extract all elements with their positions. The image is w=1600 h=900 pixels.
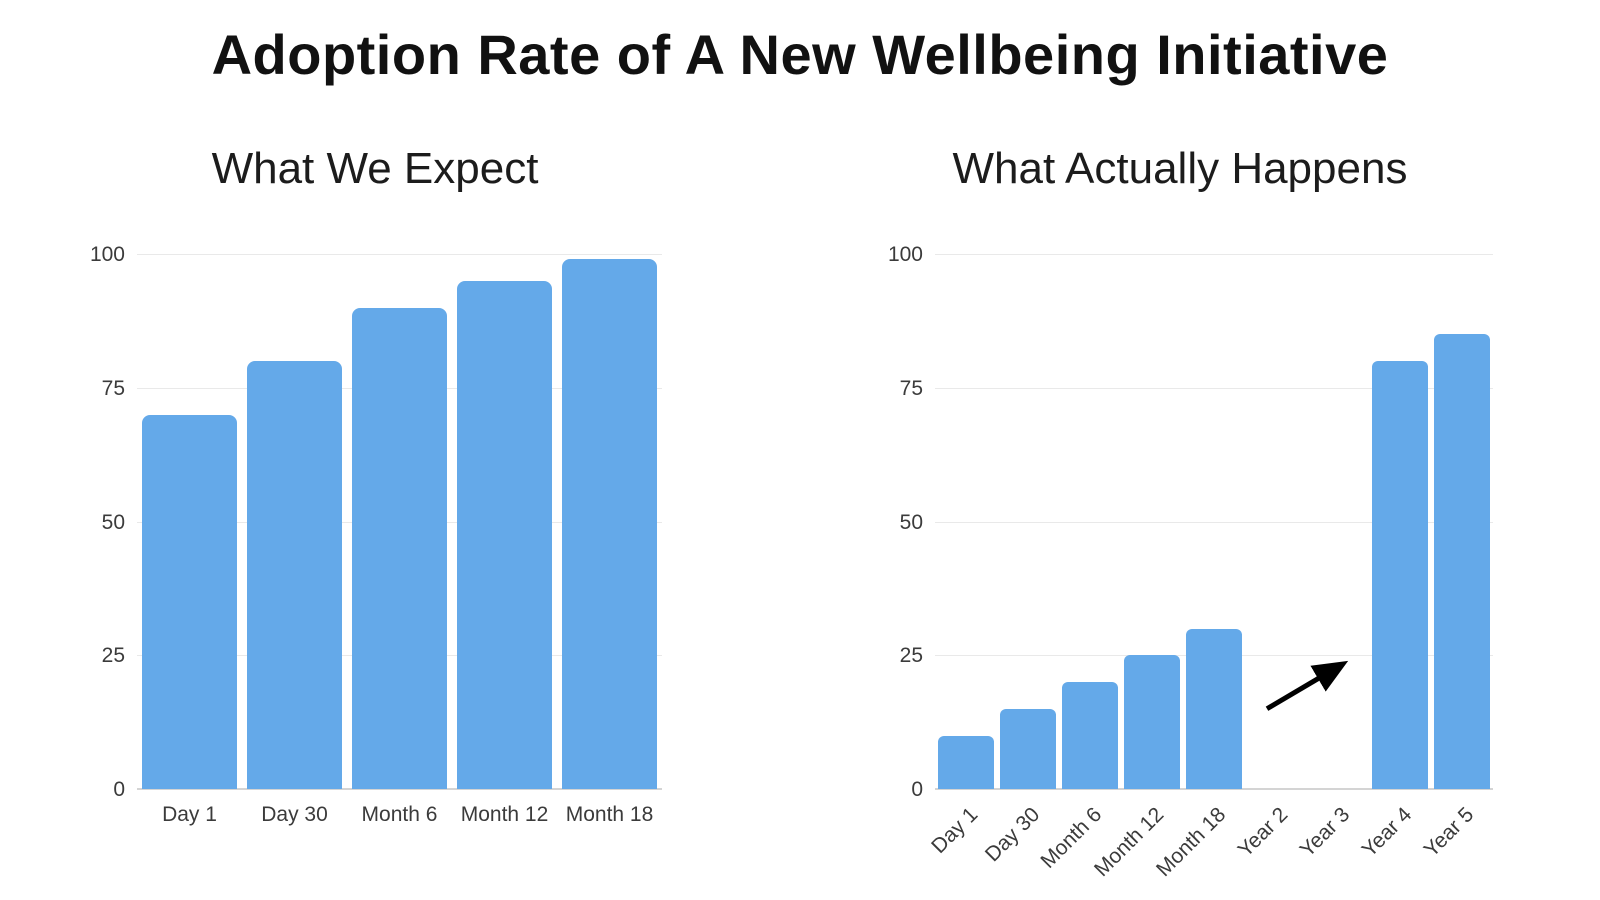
bar (1372, 361, 1428, 789)
y-tick-label: 50 (899, 510, 923, 534)
gridline (137, 254, 662, 255)
x-axis-baseline (137, 788, 662, 790)
gridline (935, 521, 1493, 523)
chart-actual-plot-area: 0 25 50 75 100 Day 1 Day 30 Month 6 Month 12 Mont… (888, 244, 1493, 881)
bar (1124, 655, 1180, 789)
bar (1434, 334, 1490, 789)
x-tick-label: Month 18 (565, 803, 654, 826)
bar (141, 414, 237, 789)
bar (561, 259, 657, 789)
x-tick-label: Month 12 (460, 803, 549, 826)
chart-expect-title: What We Expect (211, 144, 539, 193)
x-tick-label: Day 30 (261, 803, 328, 826)
bar (1186, 628, 1242, 789)
gridline (935, 254, 1493, 255)
x-axis-baseline (935, 788, 1493, 790)
chart-actual-title: What Actually Happens (952, 144, 1408, 193)
bar (351, 307, 447, 789)
y-tick-label: 25 (101, 644, 125, 668)
bar (938, 735, 994, 789)
y-tick-label: 0 (911, 778, 923, 801)
y-tick-label: 25 (899, 644, 923, 668)
x-tick-label: Month 6 (361, 803, 438, 826)
y-tick-label: 0 (113, 778, 125, 801)
bar (246, 361, 342, 789)
bar (1062, 682, 1118, 789)
main-title: Adoption Rate of A New Wellbeing Initiat… (211, 23, 1389, 86)
bar (1000, 708, 1056, 789)
x-tick-label: Day 1 (162, 803, 217, 826)
bar (456, 280, 552, 789)
y-tick-label: 100 (887, 243, 923, 266)
y-tick-label: 100 (89, 243, 125, 266)
y-tick-label: 75 (899, 376, 923, 400)
chart-expect-plot-area: 0 25 50 75 100 Day 1 Day 30 Month 6 Month 12 Mont… (90, 244, 662, 826)
y-tick-label: 50 (101, 510, 125, 534)
y-tick-label: 75 (101, 376, 125, 400)
gridline (935, 387, 1493, 389)
